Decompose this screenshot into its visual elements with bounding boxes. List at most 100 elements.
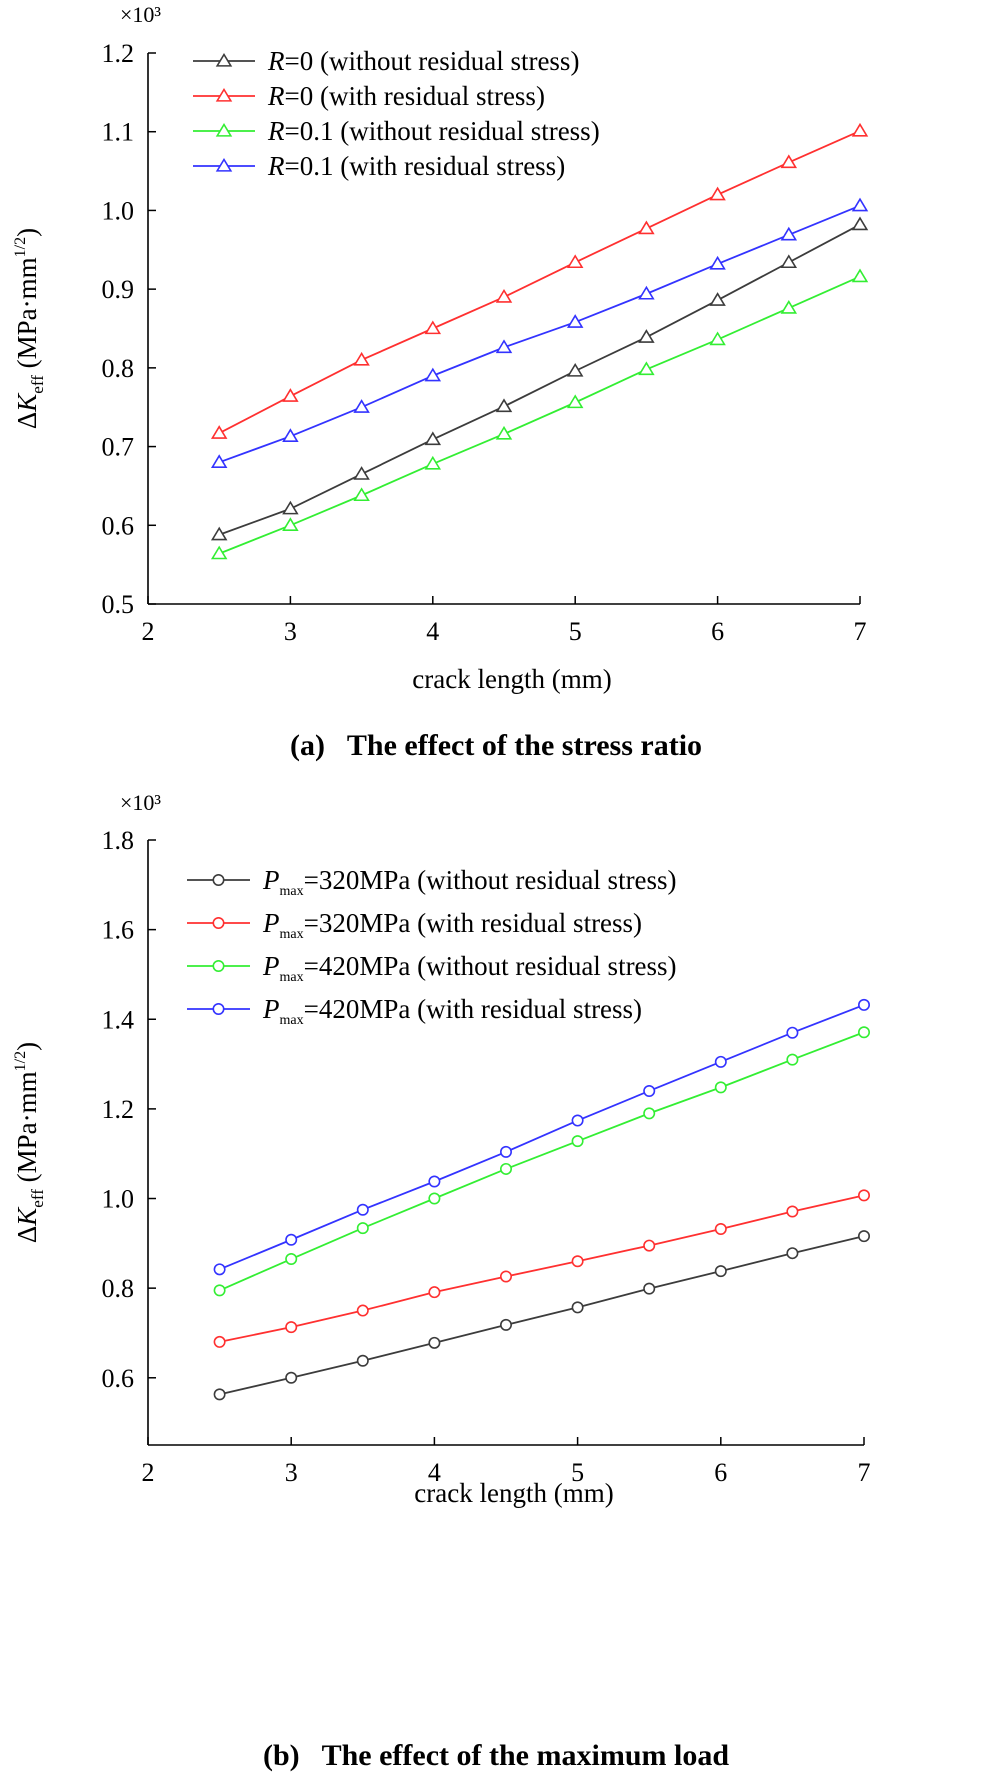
chart-a-series-3-point (780, 226, 798, 241)
chart-a-series-3-point (495, 339, 513, 354)
chart-a-series-1-point (851, 122, 869, 137)
chart-b-series-2-point (499, 1162, 512, 1175)
chart-a-series-2-line (218, 275, 861, 555)
chart-a-series-1-point (638, 220, 655, 235)
chart-b-legend-entry-1: Pmax=320MPa (with residual stress) (187, 908, 642, 942)
chart-b-series-0-point (571, 1301, 584, 1314)
chart-a-legend: R=0 (without residual stress) R=0 (with r… (193, 46, 600, 181)
chart-a-y-tick-label: 1.1 (102, 118, 135, 147)
chart-a-y-tick-label: 0.7 (102, 433, 135, 462)
chart-a-series-2-point (780, 299, 798, 314)
chart-b-series-2-point (356, 1222, 369, 1235)
chart-a-legend-entry-2: R=0.1 (without residual stress) (193, 116, 600, 146)
chart-b-x-tick-label: 7 (858, 1458, 871, 1487)
chart-b-series-1-line (219, 1194, 865, 1343)
chart-b-series-1-point (714, 1222, 727, 1235)
chart-a-legend-label: R=0 (without residual stress) (267, 46, 579, 76)
chart-b: 0.6 0.8 1.0 1.2 1.4 1.6 1.8 2 3 4 5 6 7 ×10³ crack len… (12, 790, 871, 1772)
chart-a-legend-entry-0: R=0 (without residual stress) (193, 46, 579, 76)
chart-b-series-2-point (857, 1026, 870, 1039)
chart-b-series-2-point (714, 1081, 727, 1094)
chart-a-y-multiplier: ×10³ (120, 2, 161, 27)
chart-a-series-1-point (566, 254, 584, 269)
chart-b-legend-label: Pmax=420MPa (without residual stress) (262, 951, 677, 985)
chart-b-series-0 (213, 1230, 870, 1401)
chart-b-series-1-point (356, 1304, 369, 1317)
chart-a-series-2 (210, 268, 869, 560)
chart-a-series-1-point (424, 320, 442, 335)
chart-b-y-tick-label: 1.6 (102, 916, 135, 945)
chart-a-legend-entry-3: R=0.1 (with residual stress) (193, 151, 565, 181)
chart-b-series-3-point (571, 1114, 584, 1127)
chart-a-x-tick-label: 3 (284, 617, 297, 646)
chart-a-series-2-point (424, 455, 442, 470)
chart-a-legend-label: R=0.1 (with residual stress) (267, 151, 565, 181)
chart-b-series-0-point (857, 1230, 870, 1243)
chart-b-legend-label: Pmax=320MPa (with residual stress) (262, 908, 642, 942)
chart-a-series-1-point (210, 425, 228, 439)
chart-b-series-0-point (714, 1265, 727, 1278)
chart-b-y-tick-label: 1.4 (102, 1005, 135, 1034)
chart-b-x-label: crack length (mm) (414, 1478, 613, 1508)
chart-b-y-tick-label: 0.6 (102, 1364, 135, 1393)
chart-b-series-1 (213, 1189, 870, 1348)
chart-a-y-label: ΔKeff (MPa·mm1/2) (12, 228, 47, 429)
chart-a-series-3-point (210, 454, 228, 468)
chart-b-series-3-point (356, 1203, 369, 1216)
chart-b-series-1-point (643, 1239, 656, 1252)
chart-b-series-0-line (219, 1235, 865, 1396)
chart-b-series-3-point (643, 1084, 656, 1097)
chart-b-series-2 (213, 1026, 870, 1297)
chart-a-y-tick-label: 1.2 (102, 39, 135, 68)
chart-a-legend-swatch-marker (215, 157, 233, 172)
chart-b-series-2-point (786, 1053, 799, 1066)
chart-b-y-tick-label: 0.8 (102, 1274, 135, 1303)
chart-b-legend-swatch-marker (212, 1002, 225, 1015)
chart-b-series-3-point (499, 1145, 512, 1158)
chart-b-series-2-line (219, 1031, 865, 1292)
chart-a-legend-label: R=0.1 (without residual stress) (267, 116, 600, 146)
chart-a-x-label: crack length (mm) (412, 664, 611, 694)
chart-b-series-1-point (786, 1205, 799, 1218)
chart-b-legend-swatch-marker (212, 916, 225, 929)
chart-b-x-tick-label: 6 (714, 1458, 727, 1487)
chart-a-x-tick-label: 2 (142, 617, 155, 646)
chart-a-series-0-point (709, 292, 726, 306)
chart-b-series-1-point (499, 1270, 512, 1283)
chart-b-series-3 (213, 998, 870, 1276)
chart-b-legend-entry-0: Pmax=320MPa (without residual stress) (187, 865, 677, 899)
chart-a-series-0 (210, 216, 869, 541)
chart-a-legend-label: R=0 (with residual stress) (267, 81, 545, 111)
chart-a-caption: (a) The effect of the stress ratio (290, 729, 702, 762)
chart-a-x-tick-label: 6 (711, 617, 724, 646)
chart-b-series-1-point (857, 1189, 870, 1202)
chart-a-y-tick-label: 0.8 (102, 354, 135, 383)
chart-a: 0.5 0.6 0.7 0.8 0.9 1.0 1.1 1.2 2 3 4 5 6 7 ×10³ crack … (12, 2, 869, 762)
chart-a-series-0-point (495, 398, 513, 413)
chart-a-series-0-point (282, 500, 299, 515)
chart-b-series-2-point (428, 1192, 441, 1205)
chart-a-series-2-point (210, 545, 228, 560)
chart-b-series-3-point (428, 1175, 441, 1188)
chart-b-series-3-point (786, 1026, 799, 1039)
chart-b-y-tick-label: 1.0 (102, 1185, 135, 1214)
chart-a-series-3-point (566, 314, 584, 328)
chart-b-series-1-point (285, 1321, 298, 1334)
chart-b-legend-swatch-marker (212, 959, 225, 972)
chart-b-x-tick-label: 3 (285, 1458, 298, 1487)
chart-a-legend-entry-1: R=0 (with residual stress) (193, 81, 545, 111)
chart-a-series-3-point (424, 367, 442, 382)
chart-b-series-0-point (356, 1354, 369, 1367)
chart-b-series-0-point (499, 1318, 512, 1331)
chart-a-series-3-line (218, 204, 861, 464)
chart-b-y-tick-label: 1.2 (102, 1095, 135, 1124)
chart-b-legend-swatch-marker (212, 873, 225, 886)
chart-a-series-3-point (709, 255, 726, 270)
chart-a-series-3-point (638, 285, 655, 300)
chart-b-series-0-point (643, 1282, 656, 1295)
chart-a-series-0-point (780, 254, 798, 269)
chart-a-x-tick-label: 5 (569, 617, 582, 646)
chart-a-series-3-point (282, 428, 299, 443)
chart-a-series-1-point (495, 288, 513, 303)
chart-a-series-0-point (566, 362, 584, 377)
